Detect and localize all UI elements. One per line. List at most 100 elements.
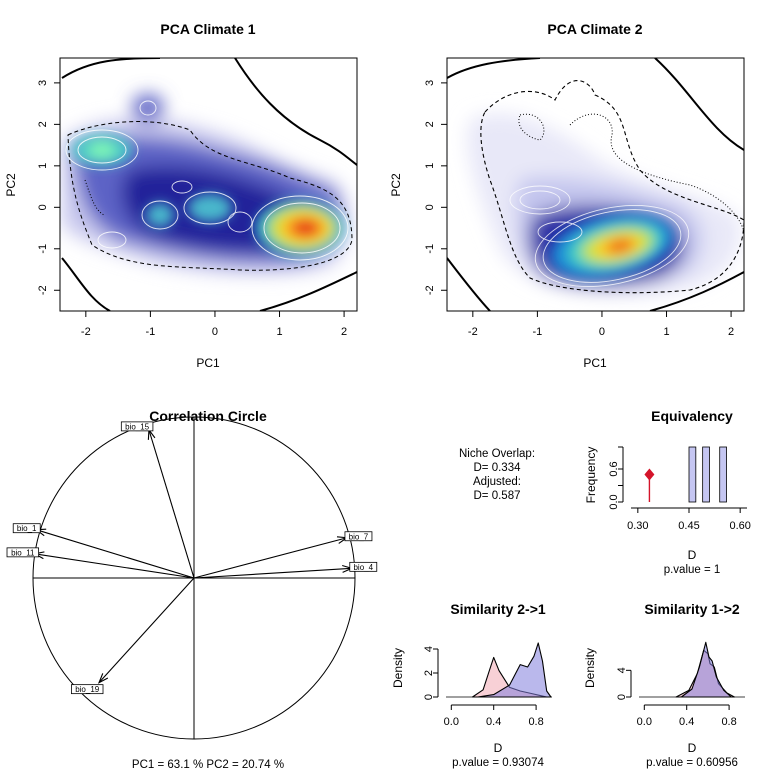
pca1-ytick-label: -2 [37, 285, 49, 295]
pca2-title: PCA Climate 2 [547, 21, 642, 37]
sim12-ytick-label: 4 [616, 667, 628, 673]
pca2-y-axis: -2 -1 0 1 2 3 [424, 80, 447, 295]
corr-label-box-bio_7 [344, 531, 373, 542]
pca2-xtick-label: -2 [468, 326, 478, 338]
sim21-ylabel: Density [391, 648, 405, 688]
sim21-ytick-label: 2 [423, 670, 435, 676]
equiv-ylabel: Frequency [584, 447, 598, 504]
equiv-xtick-label: 0.30 [627, 520, 648, 532]
pca2-x-axis: -2 -1 0 1 2 [468, 311, 734, 338]
sim21-density-2 [477, 642, 552, 698]
overlap-line-2: D= 0.334 [474, 462, 522, 474]
pca2-heatmap [447, 58, 744, 311]
corr-label-bio_1: bio_1 [17, 524, 37, 533]
pca2-ytick-label: 2 [424, 121, 436, 127]
corr-label-bio_4: bio_4 [353, 563, 373, 572]
pca2-xtick-label: 2 [728, 326, 734, 338]
corr-vector-bio_1 [36, 529, 195, 579]
pca2-xtick-label: -1 [533, 326, 543, 338]
corr-arrowhead-bio_19 [97, 673, 109, 684]
sim21-title: Similarity 2->1 [450, 601, 546, 617]
pca1-plot-frame [59, 57, 358, 312]
corr-label-bio_15: bio_15 [125, 422, 150, 431]
pca2-xlabel: PC1 [583, 356, 607, 370]
sim21-ytick-label: 0 [423, 694, 435, 700]
similarity-2-1-panel: Similarity 2->1 0.0 0.4 0.8 0 2 4 D Density p… [391, 601, 552, 769]
pca1-ytick-label: 0 [37, 204, 49, 210]
sim21-xtick-label: 0.4 [486, 716, 501, 728]
niche-overlap-text: Niche Overlap: D= 0.334 Adjusted: D= 0.5… [459, 448, 535, 502]
pca1-xtick-label: -2 [81, 326, 91, 338]
pca1-xtick-label: 2 [341, 326, 347, 338]
equiv-xtick-label: 0.60 [729, 520, 750, 532]
corr-vectors: bio_15 bio_1 bio_11 bio_7 bio_4 bio_19 [6, 421, 378, 695]
equiv-plot: 0.30 0.45 0.60 0.0 0.6 [608, 446, 751, 532]
equiv-title: Equivalency [651, 408, 733, 424]
sim21-plot: 0.0 0.4 0.8 0 2 4 [423, 642, 552, 728]
equiv-xtick-label: 0.45 [678, 520, 699, 532]
sim12-xtick-label: 0.8 [721, 716, 736, 728]
corr-label-bio_7: bio_7 [349, 532, 369, 541]
sim12-title: Similarity 1->2 [644, 601, 740, 617]
pca2-ytick-label: 3 [424, 80, 436, 86]
sim12-xtick-label: 0.0 [637, 716, 652, 728]
pca2-xtick-label: 0 [599, 326, 605, 338]
pca1-ytick-label: 3 [37, 80, 49, 86]
equiv-ytick-label: 0.6 [608, 461, 620, 476]
pca2-ytick-label: 1 [424, 163, 436, 169]
pca1-x-axis: -2 -1 0 1 2 [81, 311, 347, 338]
sim21-xtick-label: 0.0 [444, 716, 459, 728]
equivalency-panel: Equivalency 0.30 0.45 0.60 0.0 0.6 D Frequen… [584, 408, 751, 576]
sim12-pvalue: p.value = 0.60956 [646, 757, 738, 769]
sim12-ytick-label: 0 [616, 694, 628, 700]
pca1-y-axis: -2 -1 0 1 2 3 [37, 80, 60, 295]
pca1-xtick-label: -1 [146, 326, 156, 338]
corr-label-bio_11: bio_11 [11, 548, 35, 557]
pca2-ytick-label: -2 [424, 285, 436, 295]
sim21-ytick-label: 4 [423, 646, 435, 652]
pca1-xtick-label: 0 [212, 326, 218, 338]
corr-arrowhead-bio_4 [342, 564, 354, 573]
sim12-plot: 0.0 0.4 0.8 0 4 [616, 641, 745, 728]
pca1-heatmap [61, 58, 357, 311]
pca2-ylabel: PC2 [389, 173, 403, 197]
corr-arrowhead-bio_7 [336, 536, 349, 544]
sim21-pvalue: p.value = 0.93074 [452, 757, 544, 769]
corr-label-box-bio_1 [12, 523, 41, 534]
corr-vector-bio_15 [148, 429, 195, 579]
corr-arrowhead-bio_15 [147, 428, 156, 440]
equiv-bar [702, 446, 710, 503]
pca1-ylabel: PC2 [4, 173, 18, 197]
pca1-ytick-label: -1 [37, 244, 49, 254]
sim12-ylabel: Density [583, 648, 597, 688]
sim21-xtick-label: 0.8 [528, 716, 543, 728]
corr-label-box-bio_4 [349, 561, 378, 572]
pca1-xtick-label: 1 [276, 326, 282, 338]
sim21-xlabel: D [494, 741, 503, 755]
pca2-xtick-label: 1 [663, 326, 669, 338]
corr-vector-bio_4 [193, 567, 352, 579]
corr-label-bio_19: bio_19 [75, 685, 100, 694]
pca-climate-1-panel: PCA Climate 1 [4, 21, 358, 370]
corr-vector-bio_7 [193, 537, 348, 579]
pca2-ytick-label: 0 [424, 204, 436, 210]
sim12-density-2 [680, 641, 732, 698]
pca-climate-2-panel: PCA Climate 2 [389, 21, 745, 370]
corr-vector-bio_11 [34, 553, 195, 579]
pca1-title: PCA Climate 1 [160, 21, 255, 37]
corr-label-box-bio_15 [120, 421, 154, 432]
similarity-1-2-panel: Similarity 1->2 0.0 0.4 0.8 0 4 D Density p.… [583, 601, 745, 769]
pca2-ytick-label: -1 [424, 244, 436, 254]
corr-label-box-bio_11 [6, 547, 40, 558]
corr-label-box-bio_19 [71, 684, 104, 695]
sim12-xtick-label: 0.4 [679, 716, 694, 728]
equiv-xlabel: D [688, 548, 697, 562]
overlap-line-4: D= 0.587 [474, 490, 521, 502]
equiv-ytick-label: 0.0 [608, 494, 620, 509]
overlap-line-3: Adjusted: [473, 476, 521, 488]
sim12-xlabel: D [688, 741, 697, 755]
corr-vector-bio_19 [98, 577, 195, 684]
equiv-observed-marker [644, 468, 655, 481]
equiv-pvalue: p.value = 1 [664, 564, 721, 576]
